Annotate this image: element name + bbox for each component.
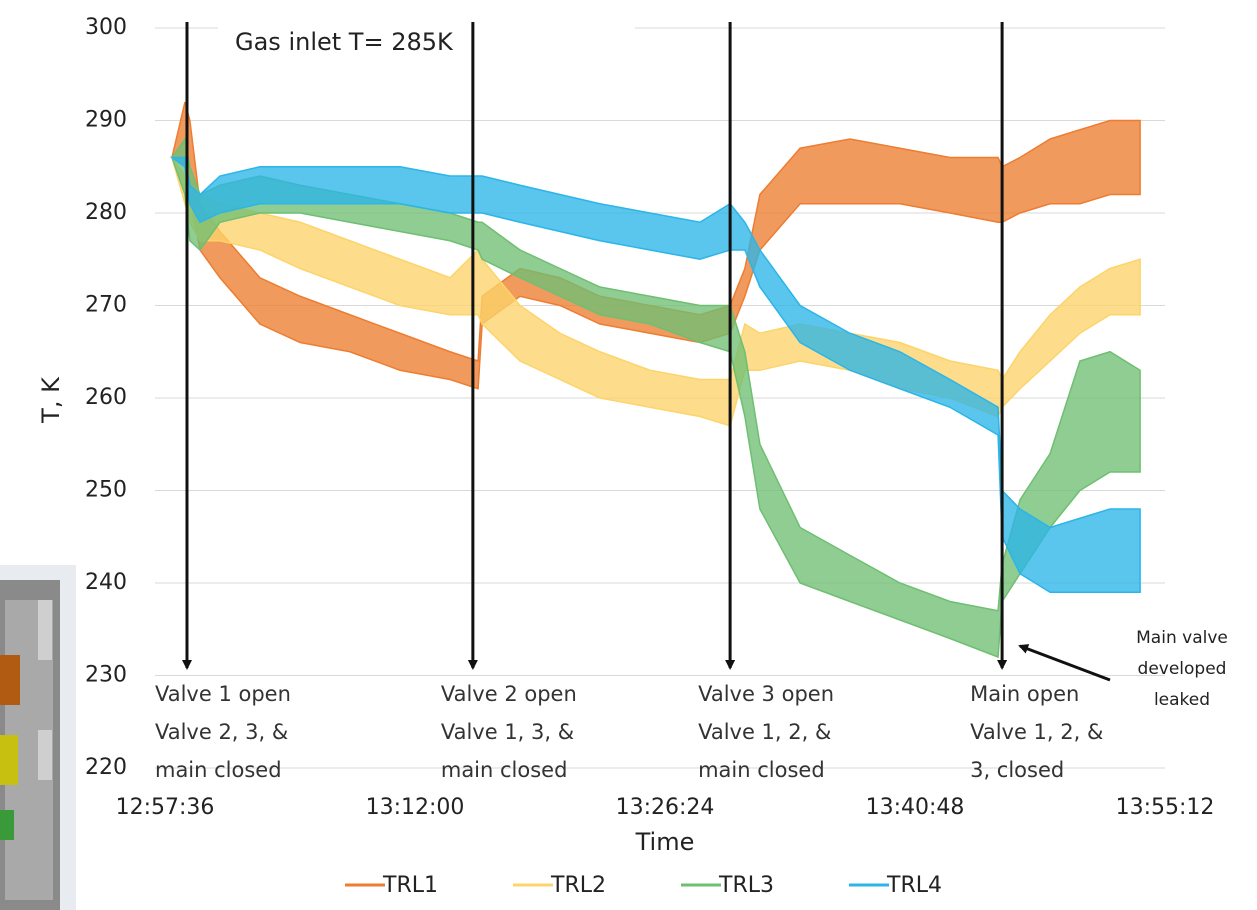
event-label: Valve 2 open (441, 682, 577, 706)
plot (172, 102, 1140, 657)
y-tick-label: 240 (85, 570, 127, 595)
event-label: Main open (970, 682, 1079, 706)
page: {"chart_data": {"type": "band", "inlet_n… (0, 0, 1257, 910)
x-tick-label: 13:12:00 (366, 795, 465, 820)
event-label: main closed (155, 758, 282, 782)
x-tick-label: 13:55:12 (1116, 795, 1215, 820)
x-tick-label: 13:40:48 (866, 795, 965, 820)
event-label: Valve 1, 2, & (698, 720, 831, 744)
y-tick-label: 280 (85, 200, 127, 225)
y-tick-label: 260 (85, 385, 127, 410)
legend-label: TRL4 (886, 873, 942, 898)
event-label: main closed (441, 758, 568, 782)
legend-label: TRL2 (550, 873, 606, 898)
legend: TRL1 TRL2 TRL3 TRL4 (345, 873, 942, 898)
cad-image (0, 565, 76, 910)
y-tick-label: 250 (85, 478, 127, 503)
legend-label: TRL1 (382, 873, 438, 898)
event-label: Valve 2, 3, & (155, 720, 288, 744)
x-tick-label: 13:26:24 (616, 795, 715, 820)
y-tick-label: 300 (85, 15, 127, 40)
note-label: developed (1138, 659, 1227, 679)
note-arrow (1020, 646, 1110, 680)
x-tick-label: 12:57:36 (116, 795, 215, 820)
inlet-note: Gas inlet T= 285K (235, 28, 454, 56)
note-label: Main valve (1136, 628, 1228, 648)
y-tick-label: 290 (85, 108, 127, 133)
y-axis-label: T, K (37, 376, 65, 424)
event-label: Valve 1, 2, & (970, 720, 1103, 744)
x-axis-label: Time (635, 828, 695, 856)
event-label: Valve 1, 3, & (441, 720, 574, 744)
y-tick-label: 230 (85, 663, 127, 688)
y-tick-label: 270 (85, 293, 127, 318)
event-label: Valve 1 open (155, 682, 291, 706)
note-label: leaked (1154, 690, 1210, 710)
legend-label: TRL3 (718, 873, 774, 898)
event-label: 3, closed (970, 758, 1064, 782)
y-tick-label: 220 (85, 755, 127, 780)
event-label: main closed (698, 758, 825, 782)
event-label: Valve 3 open (698, 682, 834, 706)
chart: 220 230 240 250 260 270 280 290 300 12:57:36 13:12… (0, 0, 1257, 910)
